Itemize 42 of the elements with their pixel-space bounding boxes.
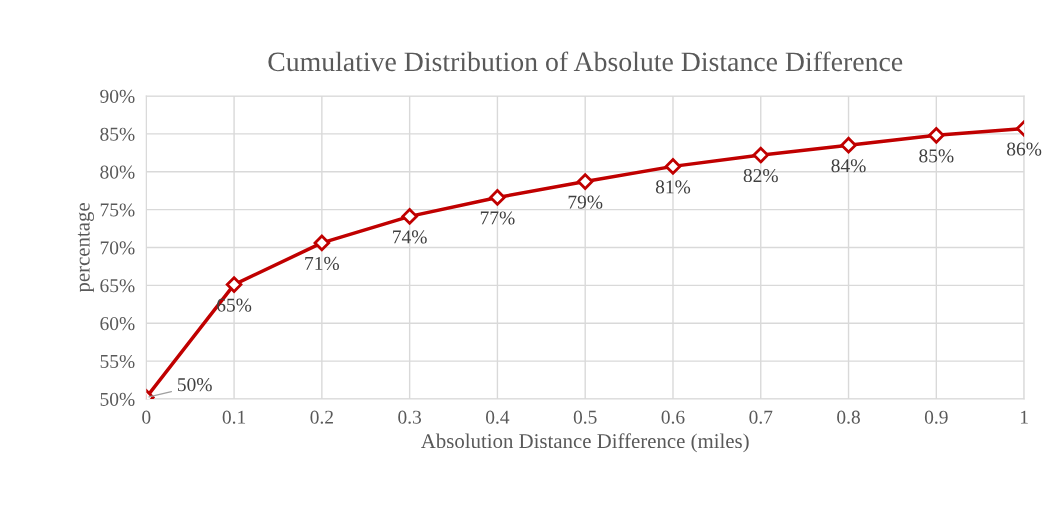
y-tick-label: 90% bbox=[100, 89, 135, 103]
x-axis-title: Absolution Distance Difference (miles) bbox=[421, 433, 749, 453]
data-label: 50% bbox=[177, 378, 212, 392]
y-tick-label: 50% bbox=[100, 392, 135, 406]
data-label: 79% bbox=[568, 195, 603, 209]
point bbox=[752, 146, 770, 164]
y-tick-label: 80% bbox=[100, 165, 135, 179]
point bbox=[928, 127, 945, 144]
x-tick-label: 0.9 bbox=[924, 410, 948, 424]
point bbox=[401, 208, 418, 225]
x-tick-label: 0.6 bbox=[661, 410, 685, 424]
data-label: 85% bbox=[919, 149, 954, 163]
y-axis-title: percentage bbox=[77, 203, 94, 293]
x-tick-label: 0 bbox=[142, 410, 151, 424]
x-tick-label: 0.8 bbox=[837, 410, 860, 424]
data-label: 82% bbox=[743, 169, 778, 183]
data-label: 77% bbox=[480, 211, 515, 225]
point bbox=[313, 234, 331, 252]
point bbox=[664, 158, 682, 175]
x-tick-label: 0.3 bbox=[398, 410, 422, 424]
point bbox=[840, 136, 857, 154]
y-tick-label: 55% bbox=[100, 354, 135, 369]
x-tick-label: 0.2 bbox=[310, 410, 333, 424]
y-tick-label: 65% bbox=[100, 279, 135, 293]
data-label: 86% bbox=[1007, 142, 1042, 156]
point bbox=[489, 189, 506, 206]
chart-title: Cumulative Distribution of Absolute Distance Difference bbox=[268, 51, 903, 72]
data-label: 81% bbox=[655, 180, 691, 194]
x-tick-label: 0.5 bbox=[573, 410, 597, 424]
y-tick-label: 75% bbox=[100, 203, 135, 217]
y-tick-label: 70% bbox=[100, 241, 135, 255]
y-tick-label: 60% bbox=[100, 317, 135, 331]
y-tick-label: 85% bbox=[100, 127, 135, 141]
x-tick-label: 0.4 bbox=[486, 410, 510, 424]
point bbox=[576, 173, 594, 190]
point bbox=[225, 276, 243, 293]
data-label: 71% bbox=[305, 256, 340, 271]
data-label: 84% bbox=[831, 159, 866, 173]
x-tick-label: 0.1 bbox=[222, 410, 246, 424]
x-tick-label: 0.7 bbox=[749, 410, 773, 424]
x-tick-label: 1 bbox=[1020, 410, 1028, 424]
data-label: 74% bbox=[393, 230, 427, 244]
